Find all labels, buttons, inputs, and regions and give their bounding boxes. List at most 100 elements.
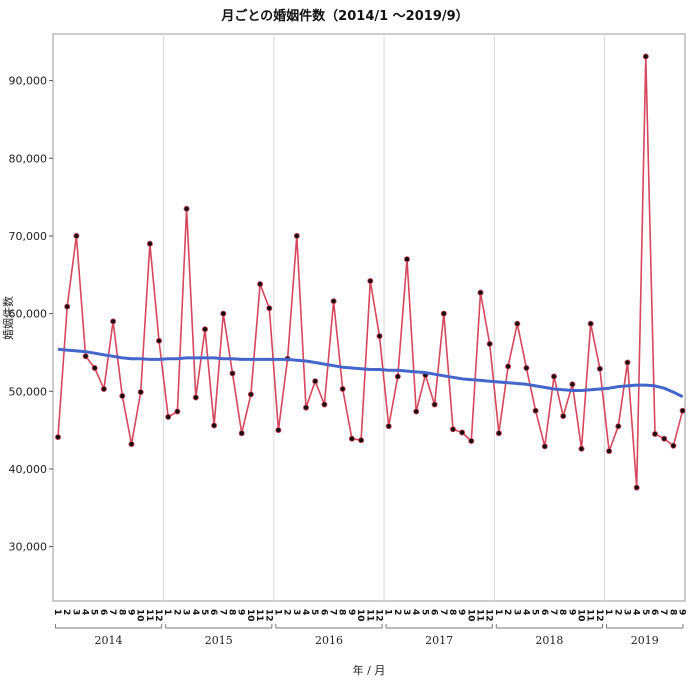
chart-title: 月ごとの婚姻件数（2014/1 ～2019/9） [220,8,468,24]
month-tick-label: 5 [640,609,650,615]
data-point [514,320,521,327]
month-tick-label: 5 [419,609,429,615]
month-tick-label: 1 [493,609,503,615]
month-tick-label: 10 [135,609,145,622]
data-point [385,423,392,430]
data-point [110,318,117,325]
data-point [312,378,319,385]
data-point [679,407,686,414]
data-point [247,391,254,398]
month-tick-label: 9 [677,609,687,615]
data-point [165,413,172,420]
month-tick-label: 2 [392,609,402,615]
data-point [302,404,309,411]
month-tick-label: 12 [373,609,383,622]
data-point [661,435,668,442]
month-tick-label: 9 [566,609,576,615]
data-point [229,370,236,377]
data-point [339,385,346,392]
month-tick-label: 3 [401,609,411,615]
data-point [596,365,603,372]
month-tick-label: 6 [98,609,108,615]
month-tick-label: 10 [465,609,475,622]
data-point [670,442,677,449]
y-tick-label: 60,000 [9,308,48,321]
data-point [201,326,208,333]
month-tick-label: 1 [52,609,62,615]
data-point [413,408,420,415]
month-tick-label: 11 [364,609,374,622]
data-point [615,423,622,430]
data-point [220,310,227,317]
data-point [238,430,245,437]
data-point [642,53,649,60]
data-point [431,401,438,408]
month-tick-label: 3 [291,609,301,615]
data-point [55,434,62,441]
month-tick-label: 5 [309,609,319,615]
y-axis-ticks: 30,000 40,000 50,000 60,000 70,000 80,000 90,0… [9,75,53,554]
data-point [394,373,401,380]
month-tick-label: 6 [318,609,328,615]
data-point [146,240,153,247]
month-tick-label: 9 [456,609,466,615]
data-point [523,364,530,371]
year-label: 2016 [315,634,343,647]
month-tick-label: 4 [631,609,641,615]
y-tick-label: 80,000 [9,152,48,165]
month-tick-label: 6 [649,609,659,615]
month-tick-label: 2 [502,609,512,615]
month-tick-label: 5 [530,609,540,615]
data-point [266,305,273,312]
data-point [155,337,162,344]
month-tick-label: 3 [181,609,191,615]
month-tick-label: 1 [383,609,393,615]
month-tick-label: 6 [539,609,549,615]
month-tick-label: 9 [125,609,135,615]
month-tick-label: 1 [162,609,172,615]
month-tick-label: 6 [429,609,439,615]
data-point [183,205,190,212]
year-label: 2015 [205,634,233,647]
month-tick-label: 11 [475,609,485,622]
month-tick-label: 8 [227,609,237,615]
data-point [128,441,135,448]
month-tick-label: 4 [80,609,90,615]
month-tick-label: 11 [254,609,264,622]
month-tick-label: 12 [153,609,163,622]
month-tick-label: 8 [667,609,677,615]
month-tick-label: 9 [236,609,246,615]
month-tick-label: 1 [603,609,613,615]
y-axis-label: 婚姻件数 [1,296,15,340]
data-point [376,333,383,340]
data-point [192,394,199,401]
data-point [330,298,337,305]
month-tick-label: 7 [328,609,338,615]
month-tick-label: 4 [300,609,310,615]
year-label: 2014 [95,634,123,647]
y-tick-label: 40,000 [9,463,48,476]
month-tick-label: 7 [658,609,668,615]
data-point [321,401,328,408]
month-tick-label: 5 [199,609,209,615]
data-point [468,437,475,444]
data-point [569,381,576,388]
data-point [100,385,107,392]
month-tick-label: 4 [410,609,420,615]
month-tick-label: 3 [511,609,521,615]
data-point [403,256,410,263]
data-point [505,363,512,370]
data-point [633,484,640,491]
month-tick-label: 8 [116,609,126,615]
y-tick-label: 50,000 [9,385,48,398]
month-tick-label: 11 [585,609,595,622]
data-point [275,427,282,434]
data-point [551,373,558,380]
y-tick-label: 70,000 [9,230,48,243]
data-point [257,281,264,288]
data-point [449,426,456,433]
month-tick-label: 12 [263,609,273,622]
month-tick-label: 2 [612,609,622,615]
